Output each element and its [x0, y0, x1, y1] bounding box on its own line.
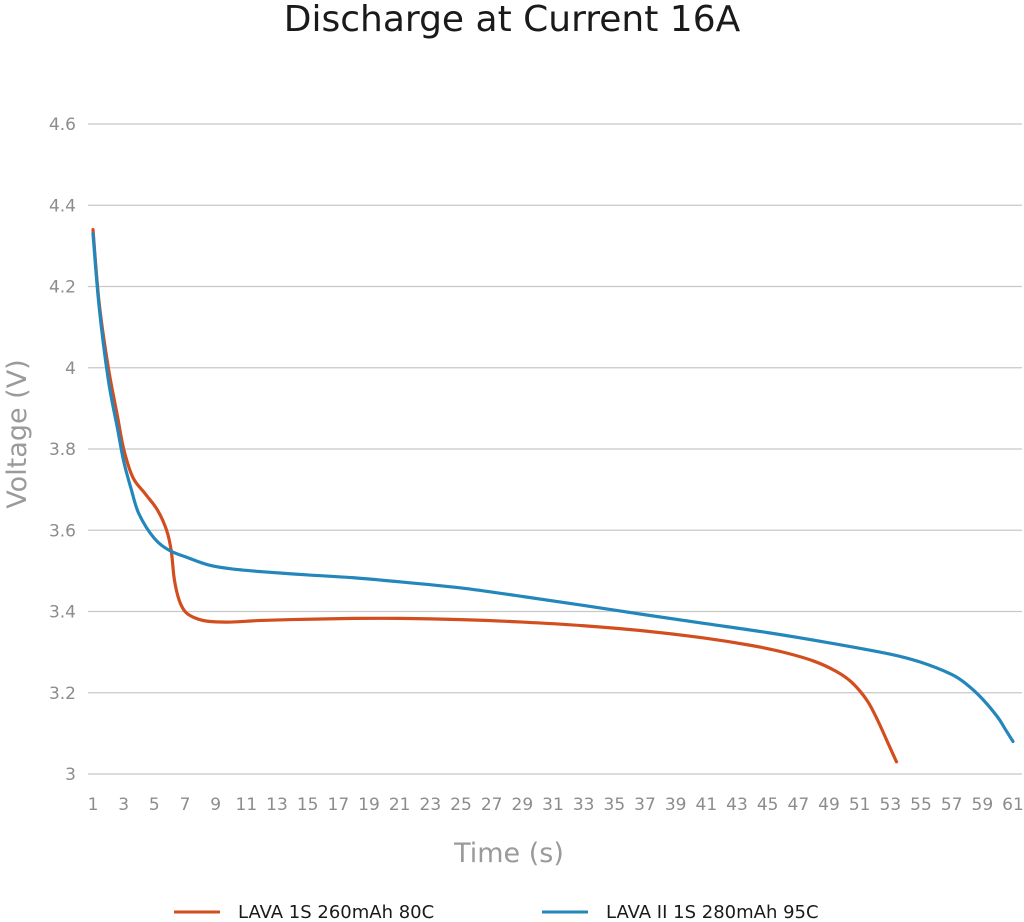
legend-item: LAVA 1S 260mAh 80C — [174, 902, 434, 922]
x-tick-label: 45 — [757, 795, 779, 815]
y-tick-label: 3 — [65, 765, 76, 785]
x-tick-label: 41 — [696, 795, 718, 815]
x-tick-label: 37 — [634, 795, 656, 815]
gridlines — [88, 123, 1022, 775]
x-tick-label: 17 — [328, 795, 350, 815]
y-axis-title: Voltage (V) — [2, 359, 33, 508]
y-tick-label: 4.6 — [49, 115, 76, 135]
x-tick-label: 39 — [665, 795, 687, 815]
x-tick-label: 57 — [941, 795, 963, 815]
y-tick-label: 4 — [65, 359, 76, 379]
legend: LAVA 1S 260mAh 80C LAVA II 1S 280mAh 95C — [174, 902, 819, 922]
x-tick-label: 47 — [788, 795, 810, 815]
legend-item: LAVA II 1S 280mAh 95C — [542, 902, 819, 922]
x-tick-label: 23 — [420, 795, 442, 815]
y-tick-label: 3.4 — [49, 603, 76, 623]
chart-title: Discharge at Current 16A — [283, 0, 741, 40]
x-tick-label: 19 — [358, 795, 380, 815]
x-tick-label: 15 — [297, 795, 319, 815]
legend-label: LAVA 1S 260mAh 80C — [238, 902, 434, 922]
series-line — [91, 232, 1015, 744]
x-tick-label: 59 — [972, 795, 994, 815]
x-tick-label: 7 — [180, 795, 191, 815]
x-tick-label: 35 — [604, 795, 626, 815]
x-axis-title: Time (s) — [453, 838, 564, 869]
x-tick-label: 11 — [236, 795, 258, 815]
y-tick-label: 4.2 — [49, 278, 76, 298]
x-tick-label: 13 — [266, 795, 288, 815]
x-tick-label: 51 — [849, 795, 871, 815]
series-line — [91, 228, 899, 764]
legend-label: LAVA II 1S 280mAh 95C — [606, 902, 819, 922]
x-tick-label: 43 — [726, 795, 748, 815]
x-tick-label: 27 — [481, 795, 503, 815]
series-lines — [91, 228, 1015, 764]
x-tick-label: 53 — [880, 795, 902, 815]
x-tick-label: 5 — [149, 795, 160, 815]
y-tick-label: 3.2 — [49, 684, 76, 704]
y-tick-label: 3.8 — [49, 440, 76, 460]
x-tick-label: 21 — [389, 795, 411, 815]
x-tick-label: 29 — [512, 795, 534, 815]
x-tick-label: 31 — [542, 795, 564, 815]
x-tick-label: 55 — [910, 795, 932, 815]
x-tick-label: 49 — [818, 795, 840, 815]
y-tick-labels: 3 3.2 3.4 3.6 3.8 4 4.2 4.4 4.6 — [49, 115, 76, 785]
x-tick-label: 9 — [210, 795, 221, 815]
x-tick-label: 3 — [118, 795, 129, 815]
x-tick-label: 25 — [450, 795, 472, 815]
x-tick-label: 1 — [88, 795, 99, 815]
x-tick-label: 61 — [1002, 795, 1024, 815]
y-tick-label: 4.4 — [49, 196, 76, 216]
x-tick-label: 33 — [573, 795, 595, 815]
x-tick-labels: 1 3 5 7 9 11 13 15 17 19 21 23 25 27 29 31 33 35 37 39 41 43 4… — [88, 795, 1024, 815]
y-tick-label: 3.6 — [49, 521, 76, 541]
